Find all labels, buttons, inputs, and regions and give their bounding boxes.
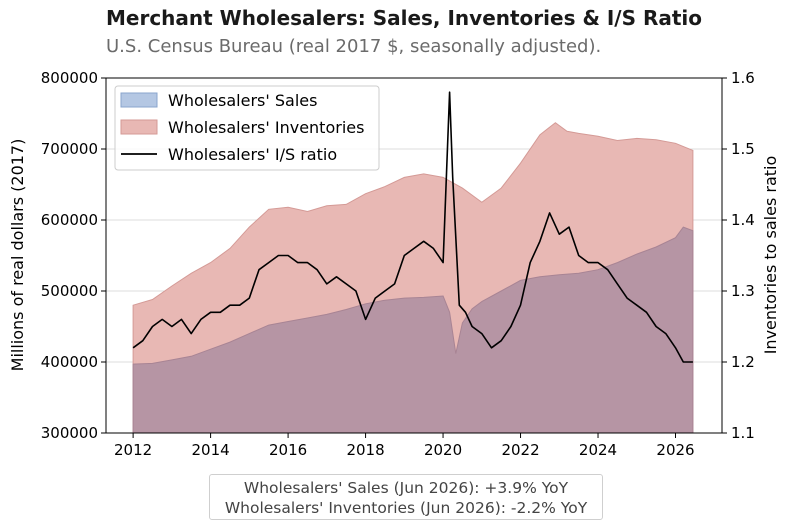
y-left-tick-label: 600000 xyxy=(41,211,98,229)
chart-subtitle: U.S. Census Bureau (real 2017 $, seasona… xyxy=(106,36,602,57)
x-tick-label: 2022 xyxy=(501,441,539,459)
y-right-tick-label: 1.4 xyxy=(731,211,755,229)
is-ratio-line xyxy=(132,91,693,363)
x-tick-label: 2026 xyxy=(656,441,694,459)
y-left-tick-label: 500000 xyxy=(41,282,98,300)
legend-swatch-inventories xyxy=(120,119,158,135)
legend-swatch-sales xyxy=(120,92,158,108)
x-tick-label: 2016 xyxy=(269,441,307,459)
x-tick-label: 2012 xyxy=(114,441,152,459)
y-right-tick-label: 1.3 xyxy=(731,282,755,300)
y-left-tick-label: 400000 xyxy=(41,353,98,371)
x-tick-label: 2024 xyxy=(579,441,617,459)
y-right-axis-label: Inventories to sales ratio xyxy=(761,156,780,355)
yoy-summary-box: Wholesalers' Sales (Jun 2026): +3.9% YoY… xyxy=(209,474,603,520)
legend: Wholesalers' Sales Wholesalers' Inventor… xyxy=(114,85,380,171)
y-left-tick-label: 700000 xyxy=(41,140,98,158)
yoy-sales-text: Wholesalers' Sales (Jun 2026): +3.9% YoY xyxy=(243,479,569,497)
y-right-tick-label: 1.1 xyxy=(731,424,755,442)
x-tick-label: 2020 xyxy=(424,441,462,459)
yoy-inventories-text: Wholesalers' Inventories (Jun 2026): -2.… xyxy=(224,499,588,517)
y-left-axis-label: Millions of real dollars (2017) xyxy=(8,139,27,372)
y-left-tick-label: 300000 xyxy=(41,424,98,442)
y-right-tick-label: 1.6 xyxy=(731,69,755,87)
x-tick-label: 2014 xyxy=(192,441,230,459)
y-right-tick-label: 1.5 xyxy=(731,140,755,158)
legend-label-inventories: Wholesalers' Inventories xyxy=(168,118,364,137)
y-right-tick-label: 1.2 xyxy=(731,353,755,371)
legend-label-ratio: Wholesalers' I/S ratio xyxy=(168,145,337,164)
chart-title: Merchant Wholesalers: Sales, Inventories… xyxy=(106,6,703,30)
legend-label-sales: Wholesalers' Sales xyxy=(168,91,317,110)
sales-area xyxy=(132,226,694,434)
legend-box xyxy=(114,85,380,171)
y-left-tick-label: 800000 xyxy=(41,69,98,87)
plot-frame xyxy=(105,77,723,434)
x-tick-label: 2018 xyxy=(346,441,384,459)
